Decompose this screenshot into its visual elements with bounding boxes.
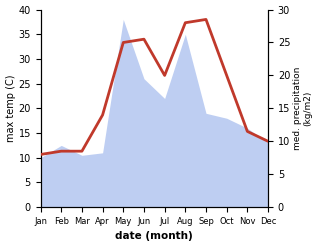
X-axis label: date (month): date (month)	[115, 231, 193, 242]
Y-axis label: med. precipitation
(kg/m2): med. precipitation (kg/m2)	[293, 67, 313, 150]
Y-axis label: max temp (C): max temp (C)	[5, 75, 16, 142]
